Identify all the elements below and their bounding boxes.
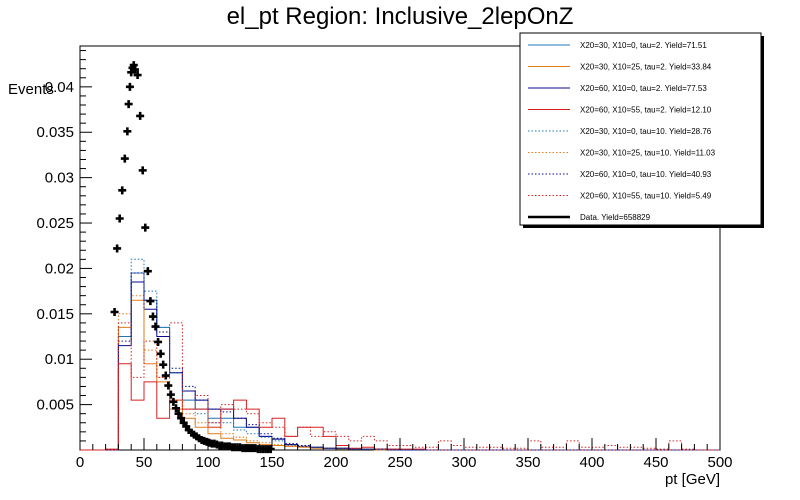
data-points-layer [110,61,275,454]
data-point [124,100,133,109]
y-tick-label: 0.02 [45,260,74,277]
y-tick-label: 0.015 [36,306,74,323]
legend-entry-label: X20=60, X10=0, tau=10. Yield=40.93 [580,170,712,179]
data-point [118,186,127,195]
data-point [174,409,183,418]
x-tick-label: 450 [643,454,668,471]
data-point [164,381,173,390]
x-axis-title: pt [GeV] [665,471,720,488]
legend-entry-label: X20=30, X10=25, tau=2. Yield=33.84 [580,63,712,72]
legend-box [519,32,762,226]
legend-entry-label: X20=60, X10=55, tau=10. Yield=5.49 [580,192,712,201]
legend-entry-label: X20=30, X10=0, tau=2. Yield=71.51 [580,41,707,50]
y-tick-label: 0.01 [45,351,74,368]
data-point [133,71,142,80]
data-point [141,223,150,232]
x-tick-label: 150 [259,454,284,471]
data-point [146,297,155,306]
data-point [110,308,119,317]
data-point [172,404,180,413]
legend-entry-label: X20=60, X10=0, tau=2. Yield=77.53 [580,84,707,93]
data-point [125,82,134,91]
axes-layer: 0 50 100 150 200 250 300 350 400 450 500 0.005 0.01 0… [36,50,733,471]
data-point [159,360,168,369]
data-point [151,322,160,331]
data-point [154,337,163,346]
data-point [136,111,145,120]
data-point [148,312,157,321]
x-tick-label: 50 [136,454,153,471]
x-tick-label: 400 [579,454,604,471]
y-tick-label: 0.025 [36,215,74,232]
chart-title: el_pt Region: Inclusive_2lepOnZ [227,3,574,30]
x-tick-label: 200 [323,454,348,471]
legend: X20=30, X10=0, tau=2. Yield=71.51 X20=30,… [519,32,764,228]
series-line-3 [80,363,720,451]
data-point [166,390,175,399]
x-tick-label: 300 [451,454,476,471]
data-point [131,65,140,74]
data-point [123,127,132,136]
data-point [169,397,178,406]
x-tick-label: 100 [195,454,220,471]
x-tick-label: 350 [515,454,540,471]
x-tick-label: 250 [387,454,412,471]
y-tick-label: 0.04 [45,79,74,96]
legend-entry-label: X20=60, X10=55, tau=2. Yield=12.10 [580,106,712,115]
series-line-4 [80,258,720,451]
y-tick-label: 0.035 [36,124,74,141]
data-point [156,349,165,358]
legend-entry-label: Data. Yield=658829 [580,213,651,222]
data-point [143,267,152,276]
y-tick-label: 0.005 [36,397,74,414]
data-point [120,154,129,163]
data-point [113,244,122,253]
x-tick-label: 0 [76,454,84,471]
data-point [115,214,124,223]
data-point [177,414,186,423]
x-tick-label: 500 [707,454,732,471]
y-axis-title: Events [8,81,54,98]
legend-entry-label: X20=30, X10=25, tau=10. Yield=11.03 [580,149,716,158]
data-point [161,371,170,380]
data-point [138,166,147,175]
legend-entry-label: X20=30, X10=0, tau=10. Yield=28.76 [580,127,712,136]
data-point [266,445,275,454]
y-tick-label: 0.03 [45,170,74,187]
